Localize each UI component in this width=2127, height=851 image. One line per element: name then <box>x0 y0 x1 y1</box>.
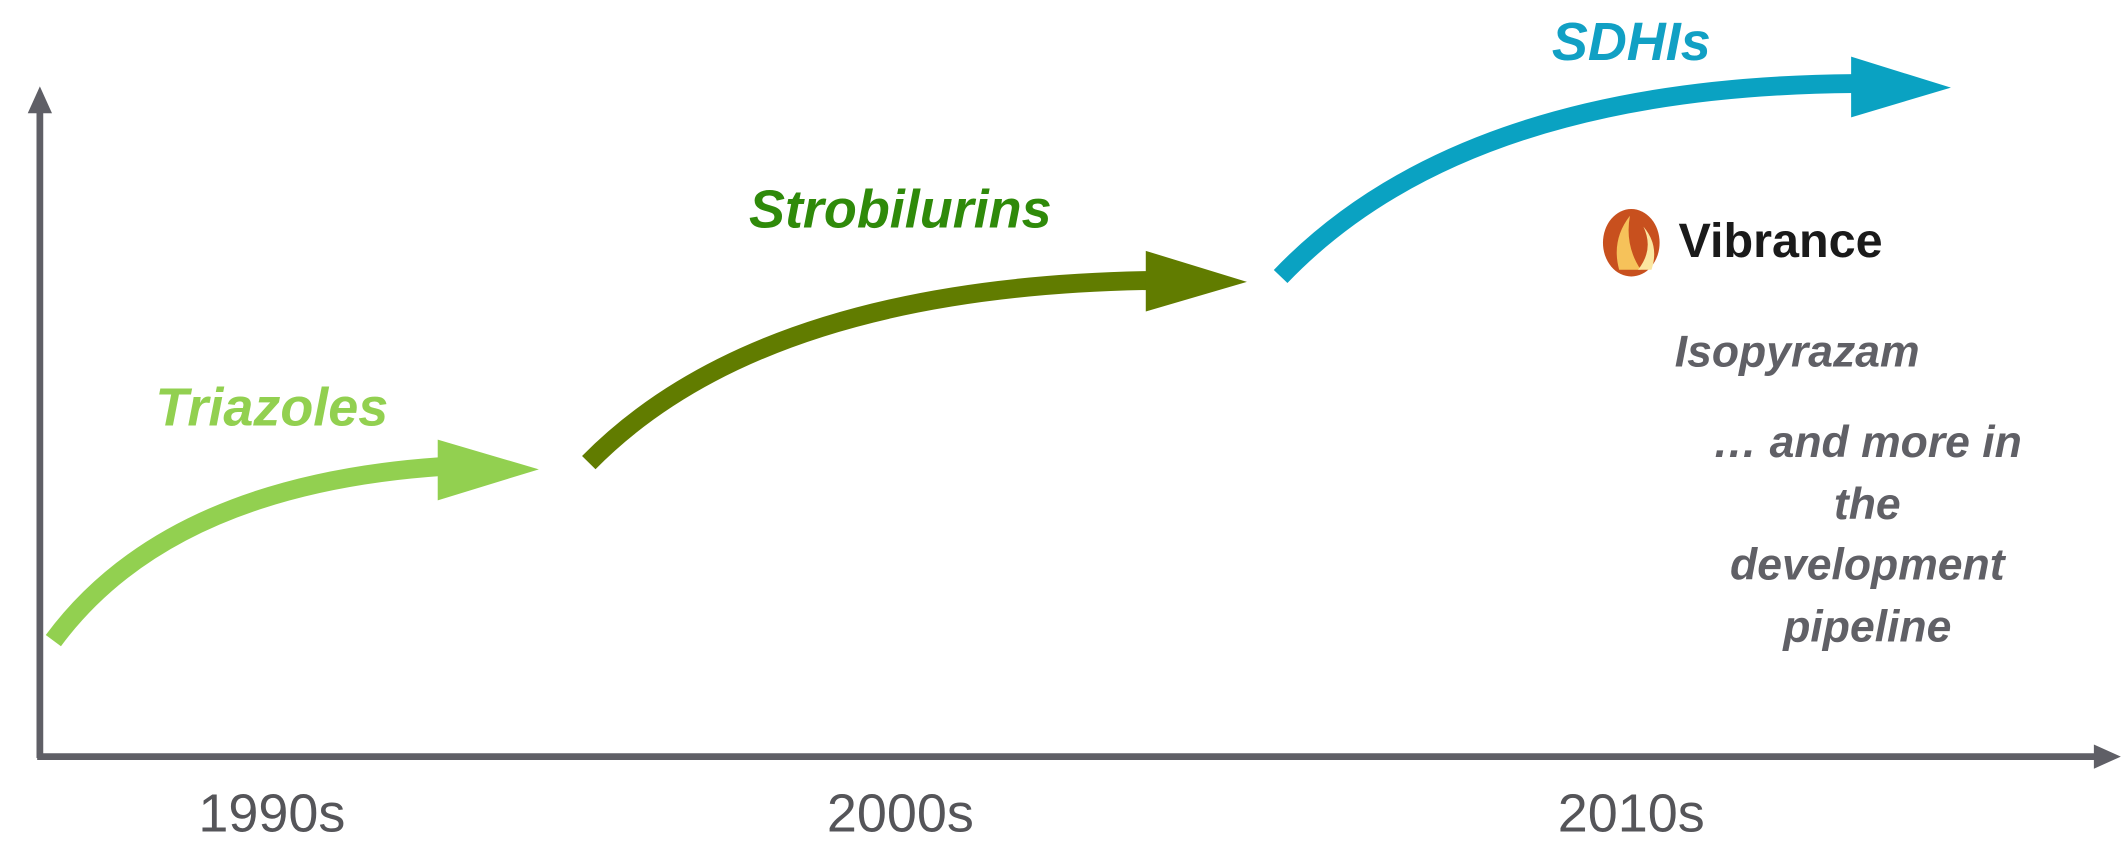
era-label: 2010s <box>1558 784 1705 844</box>
arrow-body <box>582 271 1149 470</box>
class-label: SDHIs <box>1552 12 1711 72</box>
vibrance-logo: Vibrance <box>1602 209 1883 277</box>
pipeline-line: … and more in <box>1713 418 2022 467</box>
pipeline-line: pipeline <box>1782 603 1951 652</box>
pipeline-line: development <box>1730 541 2007 590</box>
axes <box>27 86 2121 769</box>
class-label: Strobilurins <box>749 179 1052 239</box>
arrow-head <box>1851 56 1951 118</box>
logo-flame <box>1638 226 1655 270</box>
era-label: 2000s <box>827 784 974 844</box>
class-label: Triazoles <box>155 378 388 438</box>
x-axis-head <box>2093 744 2121 769</box>
arrow-head <box>437 439 539 501</box>
triazoles-arrow <box>45 439 539 647</box>
pipeline-line: the <box>1834 480 1901 529</box>
y-axis-head <box>27 86 53 114</box>
sdhis-arrow <box>1273 56 1951 284</box>
arrow-body <box>1273 74 1854 284</box>
era-label: 1990s <box>198 784 345 844</box>
arrow-head <box>1145 250 1247 312</box>
compound-label: Isopyrazam <box>1675 327 1920 376</box>
logo-flame <box>1616 215 1641 270</box>
logo-text: Vibrance <box>1678 214 1882 268</box>
arrow-body <box>45 457 442 647</box>
strobilurins-arrow <box>582 250 1247 470</box>
